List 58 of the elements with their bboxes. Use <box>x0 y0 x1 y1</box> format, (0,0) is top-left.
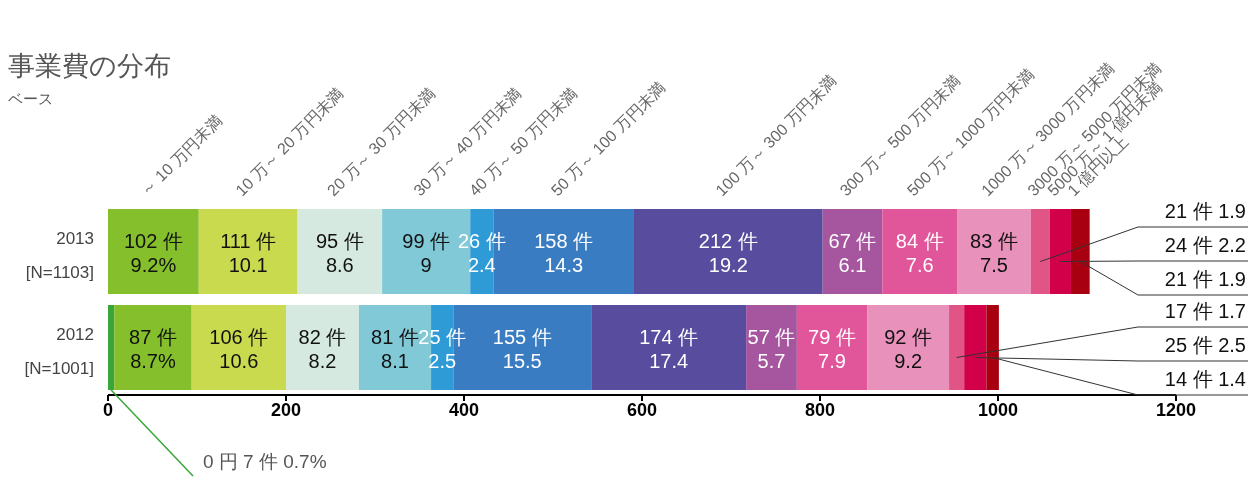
y-tick-label: 2012 [N=1001] <box>24 325 94 378</box>
bar <box>198 209 298 294</box>
x-tick-label: 1000 <box>977 399 1019 420</box>
data-label: 17 件 1.7 <box>1164 300 1246 322</box>
x-tick-label: 400 <box>448 399 480 420</box>
data-label: 81 件 8.1 <box>371 325 419 372</box>
data-label: 111 件 10.1 <box>220 229 277 276</box>
data-label: 106 件 10.6 <box>209 325 269 372</box>
bar <box>114 305 192 390</box>
data-label: 212 件 19.2 <box>698 229 758 276</box>
bar <box>286 305 359 390</box>
bar <box>957 209 1031 294</box>
data-label: 174 件 17.4 <box>639 325 699 372</box>
bar <box>591 305 747 390</box>
data-label: 84 件 7.6 <box>895 229 944 276</box>
text: 100 万～ 300 万円未満 <box>712 72 840 200</box>
data-label: 99 件 9 <box>402 229 451 276</box>
bar <box>633 209 823 294</box>
bar <box>882 209 958 294</box>
bar <box>1070 209 1090 294</box>
text: 0 円 7 件 0.7% <box>203 451 327 472</box>
data-label: 25 件 2.5 <box>1164 334 1246 356</box>
bar <box>796 305 868 390</box>
data-label: 155 件 15.5 <box>492 325 552 372</box>
data-label: 21 件 1.9 <box>1164 200 1246 222</box>
data-label: 24 件 2.2 <box>1164 234 1246 256</box>
bar <box>1030 209 1050 294</box>
chart-title: 事業費の分布 <box>8 50 171 83</box>
x-tick-label: 600 <box>626 399 658 420</box>
bar <box>746 305 797 390</box>
x-tick-label: 1200 <box>1155 399 1197 420</box>
data-label: 158 件 14.3 <box>534 229 594 276</box>
bar <box>949 305 965 390</box>
data-label: 102 件 9.2% <box>123 229 183 276</box>
bar <box>822 209 883 294</box>
x-tick-label: 200 <box>270 399 302 420</box>
bar <box>1049 209 1071 294</box>
bar <box>986 305 999 390</box>
data-label: 67 件 6.1 <box>828 229 877 276</box>
y-tick-label: 2013 [N=1103] <box>25 229 94 282</box>
bar <box>297 209 383 294</box>
bar <box>191 305 286 390</box>
data-label: 92 件 9.2 <box>884 325 933 372</box>
data-label: 21 件 1.9 <box>1164 268 1246 290</box>
bar <box>964 305 987 390</box>
x-tick-label: 0 <box>102 399 114 420</box>
x-tick-label: 800 <box>804 399 836 420</box>
bar <box>867 305 950 390</box>
chart-subtitle: ベース <box>8 90 53 109</box>
data-label: 82 件 8.2 <box>298 325 347 372</box>
text: ～ 10 万円未満 <box>137 111 225 200</box>
data-label: 95 件 8.6 <box>315 229 364 276</box>
data-label: 87 件 8.7% <box>129 325 177 372</box>
bar <box>108 209 199 294</box>
data-label: 83 件 7.5 <box>970 229 1018 276</box>
data-label: 79 件 7.9 <box>808 325 856 372</box>
data-label: 14 件 1.4 <box>1164 368 1246 390</box>
data-label: 57 件 5.7 <box>747 325 796 372</box>
